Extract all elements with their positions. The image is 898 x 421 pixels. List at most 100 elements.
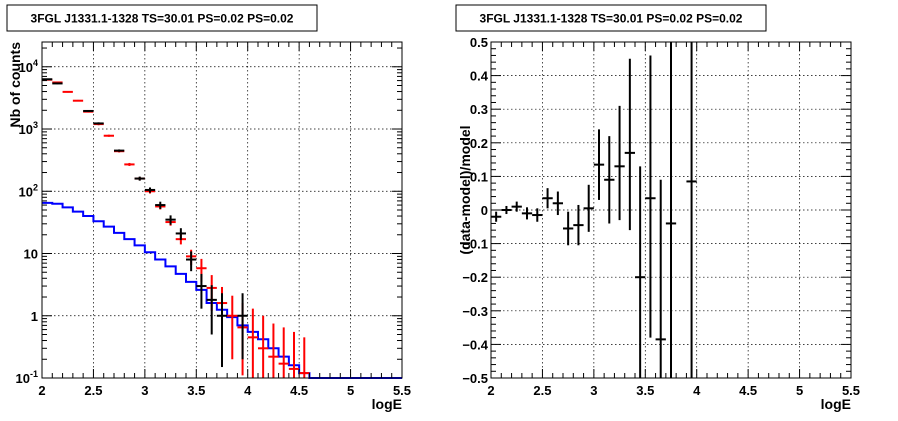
x-tick-label: 2.5 (533, 383, 551, 398)
y-tick-label: −0.4 (462, 337, 488, 352)
residual-point (552, 191, 563, 216)
residuals-y-axis-label: (data-model)/model (457, 125, 473, 254)
y-tick-label: 0 (481, 203, 488, 218)
x-tick-label: 3 (590, 383, 597, 398)
model-point (247, 308, 258, 378)
spectrum-y-axis-label: Nb of counts (7, 42, 23, 128)
y-tick-label: 10-1 (16, 369, 38, 386)
model-point (62, 90, 73, 93)
total-model-series (42, 78, 310, 378)
residual-point (624, 58, 635, 231)
y-tick-label: 0.5 (470, 35, 488, 50)
y-tick-base: 10 (16, 371, 30, 386)
x-tick-label: 3.5 (636, 383, 654, 398)
y-tick-label: 1 (31, 309, 38, 324)
data-point (175, 228, 186, 240)
data-point (93, 122, 104, 125)
model-point (278, 327, 289, 378)
x-tick-label: 3 (141, 383, 148, 398)
x-tick-label: 2 (487, 383, 494, 398)
y-tick-label: −0.5 (462, 371, 488, 386)
data-series (42, 78, 248, 368)
residuals-x-axis-label: logE (821, 396, 851, 412)
residual-point (686, 42, 697, 378)
residual-point (573, 204, 584, 246)
data-point (83, 109, 94, 112)
residual-points (491, 42, 697, 378)
x-tick-label: 5 (796, 383, 803, 398)
x-tick-label: 4.5 (739, 383, 757, 398)
x-tick-label: 2 (38, 383, 45, 398)
data-point (155, 201, 166, 209)
x-tick-label: 5.5 (842, 383, 860, 398)
y-tick-base: 10 (19, 122, 33, 137)
data-point (186, 251, 197, 272)
residuals-panel: 3FGL J1331.1-1328 TS=30.01 PS=0.02 PS=0.… (455, 4, 860, 412)
residuals-y-axis-ticks: −0.5 −0.4 −0.3 −0.2 −0.1 0 0.1 0.2 0.3 0.4 0.5 (462, 35, 851, 386)
residual-point (511, 201, 522, 212)
spectrum-x-axis-ticks: 2 2.5 3 3.5 4 4.5 5 5.5 (38, 42, 411, 398)
y-tick-label: 102 (19, 182, 38, 199)
y-tick-label: 104 (19, 58, 38, 75)
data-point (52, 82, 63, 85)
x-tick-label: 4.5 (290, 383, 308, 398)
model-point (124, 162, 135, 166)
model-point (72, 99, 84, 102)
residual-point (604, 136, 615, 224)
residual-point (501, 205, 512, 215)
y-tick-base: 1 (31, 309, 38, 324)
residual-point (645, 55, 656, 338)
residuals-x-axis-ticks: 2 2.5 3 3.5 4 4.5 5 5.5 (487, 42, 860, 398)
data-point (206, 285, 217, 335)
data-point (237, 293, 248, 360)
x-tick-label: 2.5 (84, 383, 102, 398)
spectrum-x-axis-label: logE (372, 396, 402, 412)
data-point (134, 176, 145, 181)
spectrum-title: 3FGL J1331.1-1328 TS=30.01 PS=0.02 PS=0.… (31, 12, 294, 26)
model-point (268, 323, 279, 378)
residual-point (521, 207, 533, 220)
model-point (227, 295, 238, 360)
y-tick-label: −0.3 (462, 304, 488, 319)
residuals-title: 3FGL J1331.1-1328 TS=30.01 PS=0.02 PS=0.… (480, 12, 743, 26)
model-point (288, 331, 300, 378)
y-tick-label: 0.3 (470, 102, 488, 117)
y-tick-base: 10 (19, 60, 33, 75)
data-point (144, 187, 156, 193)
residual-point (635, 166, 646, 378)
residual-point (614, 105, 625, 221)
source-step-line (42, 201, 402, 379)
residual-point (542, 188, 553, 209)
spectrum-panel: 3FGL J1331.1-1328 TS=30.01 PS=0.02 PS=0.… (6, 4, 411, 412)
residual-point (655, 179, 666, 378)
y-tick-label: 10 (24, 247, 38, 262)
x-tick-label: 4 (693, 383, 701, 398)
y-tick-exponent: 4 (33, 58, 38, 68)
y-tick-base: 10 (19, 184, 33, 199)
x-tick-label: 5 (347, 383, 354, 398)
residuals-title-box (455, 4, 767, 32)
model-point (258, 315, 269, 378)
data-point (165, 215, 176, 225)
data-point (196, 273, 207, 309)
x-tick-label: 3.5 (187, 383, 205, 398)
y-tick-label: −0.2 (462, 270, 488, 285)
source-model-line (42, 201, 402, 379)
data-point (42, 78, 53, 81)
y-tick-label: 0.4 (470, 69, 489, 84)
y-tick-base: 10 (24, 247, 38, 262)
residual-point (583, 184, 594, 232)
residual-point (665, 42, 677, 378)
model-point (103, 134, 114, 137)
residual-point (563, 211, 574, 246)
y-tick-label: 103 (19, 120, 38, 137)
x-tick-label: 4 (244, 383, 252, 398)
spectrum-title-box (6, 4, 318, 32)
y-tick-exponent: 3 (33, 120, 38, 130)
x-tick-label: 5.5 (393, 383, 411, 398)
data-point (114, 149, 125, 152)
data-point (216, 293, 228, 368)
y-tick-label: −0.1 (462, 237, 488, 252)
